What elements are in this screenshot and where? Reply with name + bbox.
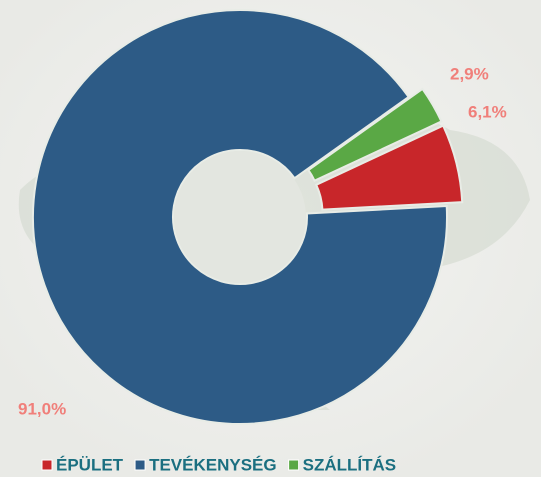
legend-label: SZÁLLÍTÁS (303, 455, 397, 474)
legend-swatch (135, 460, 145, 470)
legend-swatch (42, 460, 52, 470)
data-label: 2,9% (450, 64, 489, 83)
donut-hole (174, 151, 306, 283)
legend-swatch (289, 460, 299, 470)
data-label: 6,1% (468, 102, 507, 121)
chart: 6,1% 91,0% 2,9% ÉPÜLET TEVÉKENYSÉG SZÁLLÍTÁS (0, 0, 541, 477)
legend-label: ÉPÜLET (56, 455, 124, 474)
data-label: 91,0% (18, 399, 66, 418)
legend-label: TEVÉKENYSÉG (149, 455, 277, 474)
